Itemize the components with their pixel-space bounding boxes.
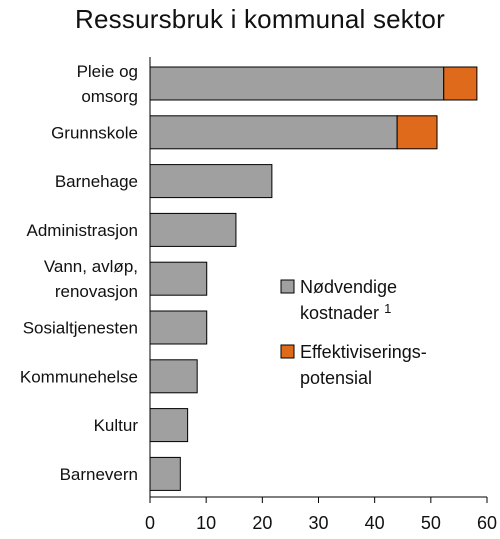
category-label: Kultur <box>94 416 139 435</box>
category-label: Grunnskole <box>51 123 138 142</box>
legend-swatch <box>280 344 295 359</box>
bar-1-series-1 <box>396 115 438 150</box>
category-label: Vann, avløp, <box>44 257 138 276</box>
legend-label: kostnader 1 <box>300 301 391 323</box>
bar-0-series-0 <box>149 66 445 101</box>
category-label: Barnehage <box>55 172 138 191</box>
category-label: renovasjon <box>55 282 138 301</box>
legend-label: potensial <box>300 368 372 388</box>
category-label: Barnevern <box>60 465 138 484</box>
category-label: Pleie og <box>77 62 138 81</box>
legend-footnote-marker: 1 <box>384 301 391 316</box>
bar-2-series-0 <box>149 164 273 199</box>
category-label: Kommunehelse <box>20 367 138 386</box>
chart-title: Ressursbruk i kommunal sektor <box>75 4 445 34</box>
bar-5-series-0 <box>149 310 208 345</box>
category-label: Sosialtjenesten <box>23 319 138 338</box>
bar-1-series-0 <box>149 115 398 150</box>
x-tick-label: 40 <box>365 513 385 533</box>
bar-6-series-0 <box>149 359 198 394</box>
bar-4-series-0 <box>149 261 208 296</box>
x-axis: 0 10 20 30 40 50 60 <box>145 57 497 533</box>
category-label: omsorg <box>81 87 138 106</box>
x-tick-label: 30 <box>308 513 328 533</box>
x-tick-label: 60 <box>477 513 497 533</box>
legend-swatch <box>280 279 295 294</box>
category-label: Administrasjon <box>27 221 139 240</box>
bar-8-series-0 <box>149 456 181 491</box>
x-tick-label: 20 <box>252 513 272 533</box>
x-tick-label: 50 <box>421 513 441 533</box>
x-tick-label: 0 <box>145 513 155 533</box>
bar-7-series-0 <box>149 408 189 443</box>
bars-group <box>149 66 478 491</box>
bar-3-series-0 <box>149 212 237 247</box>
legend: Nødvendige kostnader 1 Effektiviserings-pot… <box>280 277 427 388</box>
legend-label: Effektiviserings- <box>300 342 427 362</box>
x-tick-label: 10 <box>196 513 216 533</box>
category-labels: Pleie og omsorg Grunnskole Barnehage Adminis… <box>20 62 138 484</box>
legend-label: Nødvendige <box>300 277 397 297</box>
bar-0-series-1 <box>443 66 478 101</box>
